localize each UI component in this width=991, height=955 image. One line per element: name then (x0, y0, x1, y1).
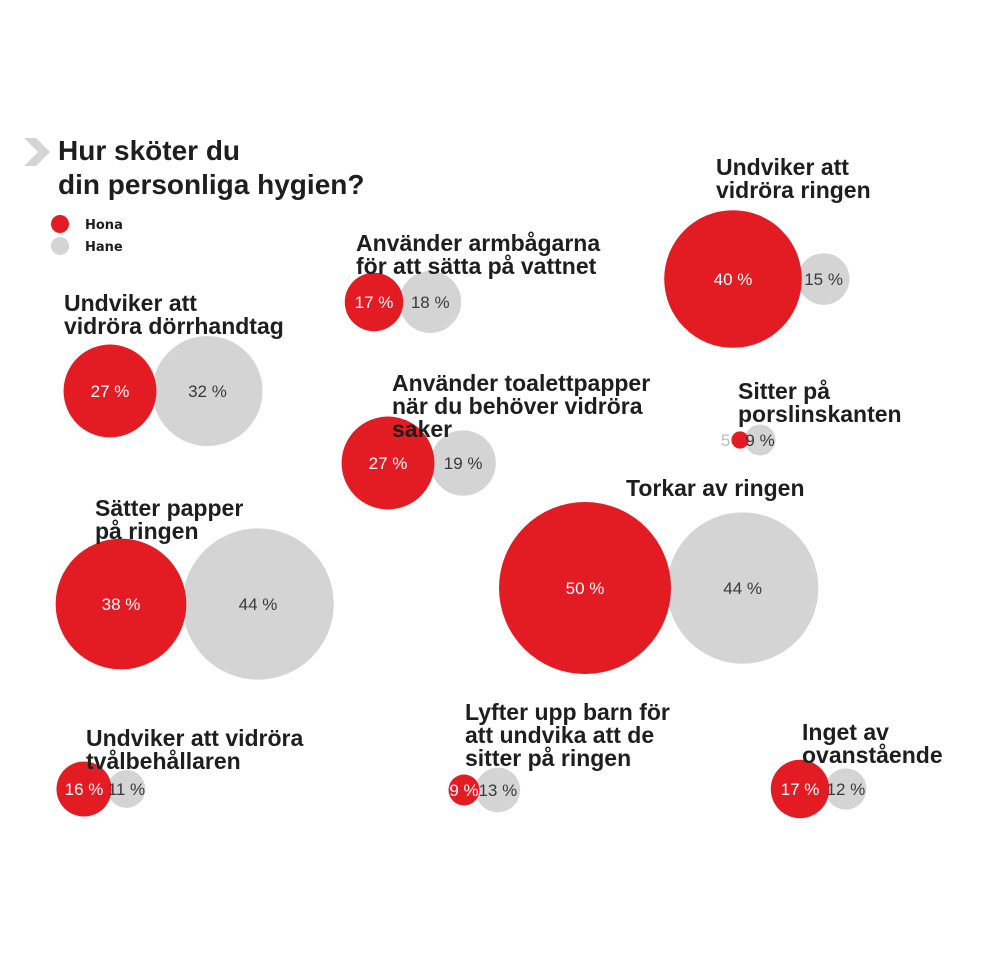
bubble-hona (344, 272, 404, 332)
value-label-hane: 19 % (444, 454, 483, 473)
value-label-hona: 38 % (102, 595, 141, 614)
value-label-hona: 27 % (369, 454, 408, 473)
chevron-icon (24, 138, 50, 166)
category-label-line: vidröra dörrhandtag (64, 313, 284, 339)
category-label-line: för att sätta på vattnet (356, 253, 597, 279)
value-label-hane: 32 % (188, 382, 227, 401)
legend-swatch-hona (51, 215, 69, 233)
bubble-hane (182, 528, 334, 680)
category-label-line: tvålbehållaren (86, 748, 241, 774)
category-label-line: när du behöver vidröra (392, 393, 643, 419)
category-label-line: att undvika att de (465, 722, 654, 748)
category-label-line: saker (392, 416, 452, 442)
value-label-hona: 17 % (355, 293, 394, 312)
legend: Hona Hane (51, 215, 123, 255)
legend-label-hona: Hona (85, 218, 123, 233)
value-label-hona: 16 % (65, 780, 104, 799)
bubble-hane (430, 430, 496, 496)
bubble-hane (152, 335, 263, 447)
bubble-hane (399, 271, 462, 333)
legend-swatch-hane (51, 237, 69, 255)
category-label-line: Sitter på (738, 378, 830, 404)
bubble-hane (744, 424, 776, 456)
category-label-line: Lyfter upp barn för (465, 699, 670, 725)
bubble-hona (341, 416, 435, 510)
value-label-hane: 15 % (804, 270, 843, 289)
bubble-hane (797, 253, 850, 305)
bubble-hona (56, 761, 112, 817)
category-label-line: Undviker att vidröra (86, 725, 303, 751)
category-label-line: sitter på ringen (465, 745, 631, 771)
bubble-hona (499, 502, 671, 674)
bubble-hane (107, 770, 146, 808)
value-label-hane: 18 % (411, 293, 450, 312)
value-label-hona: 50 % (566, 579, 605, 598)
category-label-line: Torkar av ringen (626, 475, 805, 501)
bubble-hona (63, 344, 157, 438)
bubble-group: 50 % 44 % Torkar av ringen (499, 475, 819, 674)
category-label-line: på ringen (95, 518, 199, 544)
value-label-hane: 12 % (827, 780, 866, 799)
value-label-hane: 9 % (745, 431, 774, 450)
value-label-hona: 9 % (449, 781, 478, 800)
bubble-hane (667, 512, 819, 664)
legend-label-hane: Hane (85, 240, 123, 255)
category-label-line: Inget av (802, 719, 889, 745)
value-label-hane: 44 % (723, 579, 762, 598)
bubble-hane (475, 767, 521, 813)
category-label-line: Undviker att (716, 154, 849, 180)
category-label-line: Sätter papper (95, 495, 243, 521)
category-label-line: vidröra ringen (716, 177, 871, 203)
value-label-hona: 27 % (91, 382, 130, 401)
chart-title-line-1: Hur sköter du (58, 135, 240, 166)
bubble-hona (731, 431, 749, 449)
value-label-hane: 44 % (239, 595, 278, 614)
chart-header: Hur sköter du din personliga hygien? (24, 135, 364, 200)
bubble-group: 16 % 11 % Undviker att vidröratvålbehållar… (56, 725, 303, 817)
bubble-hane (825, 768, 867, 810)
category-label-line: Undviker att (64, 290, 197, 316)
value-label-hona: 5 (721, 431, 730, 450)
value-label-hane: 13 % (478, 781, 517, 800)
value-label-hane: 11 % (108, 780, 146, 799)
value-label-hona: 17 % (781, 780, 820, 799)
category-label-line: porslinskanten (738, 401, 902, 427)
bubble-hona (55, 538, 187, 670)
category-label-line: Använder toalettpapper (392, 370, 650, 396)
value-label-hona: 40 % (714, 270, 753, 289)
category-label-line: Använder armbågarna (356, 230, 600, 256)
chart-title-line-2: din personliga hygien? (58, 169, 364, 200)
bubble-hona (664, 210, 802, 348)
bubble-hona (770, 759, 830, 819)
category-label-line: ovanstående (802, 742, 943, 768)
bubble-hona (448, 774, 480, 806)
